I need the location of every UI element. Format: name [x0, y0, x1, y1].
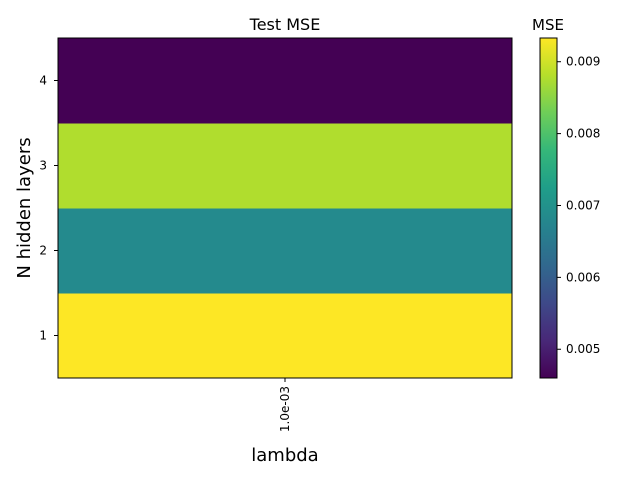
- heatmap-cell: [58, 123, 513, 209]
- x-axis-ticks: 1.0e-03: [278, 378, 292, 432]
- heatmap-cell: [58, 38, 513, 124]
- colorbar-tick-label: 0.009: [566, 55, 600, 69]
- y-tick-label: 1: [39, 329, 47, 343]
- x-tick-label: 1.0e-03: [278, 386, 292, 432]
- heatmap-cell: [58, 293, 513, 379]
- heatmap-cell: [58, 208, 513, 294]
- colorbar-tick-label: 0.008: [566, 127, 600, 141]
- y-axis-ticks: 1 2 3 4: [39, 74, 58, 343]
- heatmap-cells: [58, 38, 513, 379]
- y-axis-label: N hidden layers: [14, 137, 35, 278]
- y-tick-label: 3: [39, 159, 47, 173]
- colorbar: [539, 37, 558, 379]
- colorbar-ticks: 0.005 0.006 0.007 0.008 0.009: [557, 55, 600, 356]
- colorbar-tick-label: 0.005: [566, 342, 600, 356]
- y-tick-label: 2: [39, 244, 47, 258]
- colorbar-label: MSE: [532, 16, 564, 34]
- colorbar-tick-label: 0.007: [566, 198, 600, 212]
- chart-title: Test MSE: [249, 15, 321, 34]
- y-tick-label: 4: [39, 74, 47, 88]
- x-axis-label: lambda: [251, 445, 318, 466]
- colorbar-tick-label: 0.006: [566, 270, 600, 284]
